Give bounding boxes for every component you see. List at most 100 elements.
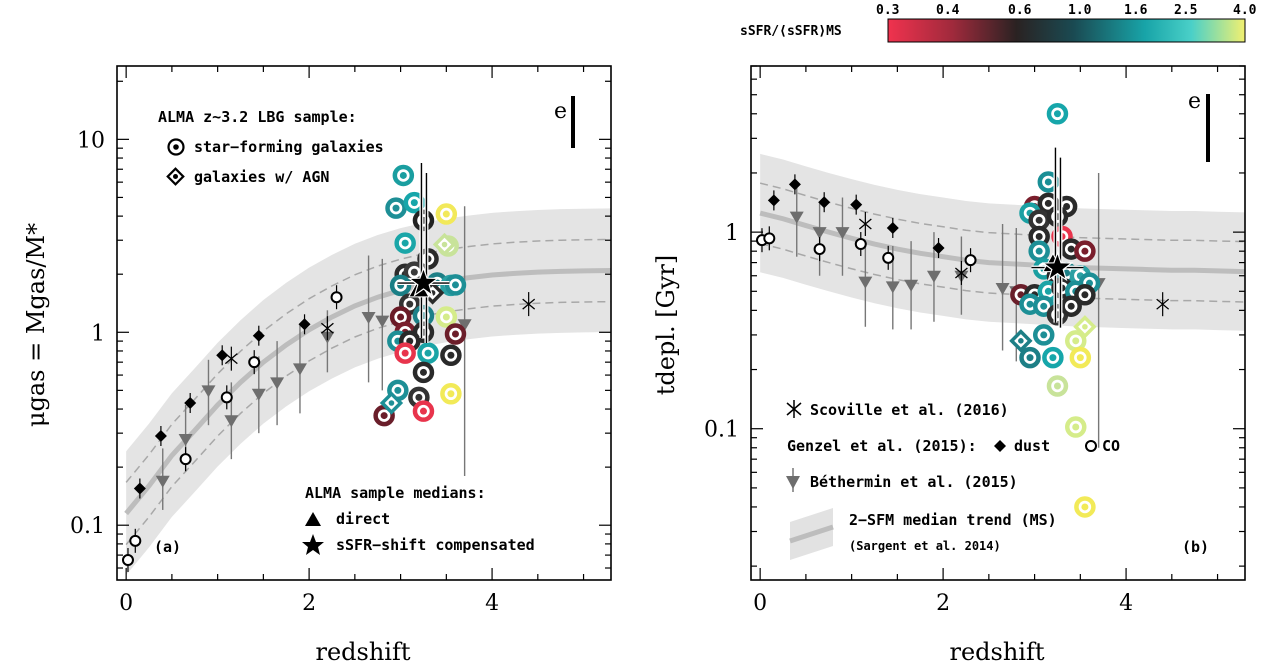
panel-b-axes: 0 2 4 0.1 1 [704, 65, 1246, 616]
panel-a-plot-area [121, 163, 611, 575]
panel-b-lbg-point-core [1035, 233, 1043, 241]
panel-a-genzel-dust-point [154, 429, 167, 442]
panel-a-ylabel: μgas = Mgas/M* [22, 223, 50, 427]
panel-b-genzel-co-point [813, 243, 826, 256]
panel-a-genzel-dust-point [133, 482, 146, 495]
panel-b-legend: Scoville et al. (2016) Genzel et al. (20… [786, 400, 1120, 560]
panel-b-trend-upper [759, 182, 1245, 243]
panel-b-lbg-point-core [1026, 300, 1034, 308]
colorbar-tick: 0.6 [1008, 3, 1032, 18]
panel-a-bethermin-point [375, 315, 390, 328]
panel-a-lbg-point-core [410, 268, 418, 276]
panel-a-lbg-point-core [394, 386, 402, 394]
panel-a-y-tick-label: 0.1 [70, 514, 105, 539]
panel-a-lbg-point-core [401, 239, 409, 247]
panel-b-lbg-point-core [1072, 423, 1080, 431]
panel-b-bethermin-point [812, 227, 827, 240]
panel-b-lbg-point-core [1081, 247, 1089, 255]
panel-b-genzel-dust-point [886, 221, 899, 234]
panel-a-scoville-point [224, 353, 238, 365]
panel-a-lbg-point-core [399, 171, 407, 179]
panel-a-medians-legend: ALMA sample medians: direct sSFR−shift c… [302, 484, 535, 555]
panel-b-genzel-co-point [882, 251, 895, 264]
panel-a-lbg-point-core [442, 313, 450, 321]
panel-a-lbg-point-core [380, 412, 388, 420]
panel-b-bethermin-point [995, 282, 1010, 295]
panel-a-bethermin-point [155, 475, 170, 488]
panel-b-genzel-dust-point [818, 196, 831, 209]
panel-a-genzel-dust-point [216, 349, 229, 362]
panel-a-bethermin-point [270, 377, 285, 390]
panel-a-genzel-co-point [248, 356, 261, 369]
panel-b-frame [750, 65, 1246, 581]
panel-a-lbg-point-core [401, 349, 409, 357]
panel-b-bethermin-point [858, 276, 873, 289]
panel-b-scoville-point [1156, 298, 1170, 310]
legend-title: ALMA z~3.2 LBG sample: [158, 108, 357, 126]
panel-a-genzel-co-point [121, 554, 134, 567]
legend-scoville-label: Scoville et al. (2016) [810, 401, 1009, 419]
colorbar-tick: 0.3 [876, 3, 899, 18]
panel-a-x-tick-label: 4 [485, 591, 499, 616]
legend-dust-marker [994, 440, 1006, 452]
panel-a-bethermin-point [251, 388, 266, 401]
panel-b-bethermin-point [835, 227, 850, 240]
legend-bethermin-marker [786, 468, 800, 492]
panel-a-trend-band [126, 208, 611, 575]
panel-a-bethermin-point [224, 415, 239, 428]
panel-a-lbg-point-core [392, 204, 400, 212]
panel-b-lbg-point-core [1035, 247, 1043, 255]
panel-b-median-shift-star [1041, 250, 1074, 282]
legend-agn-marker [166, 167, 185, 186]
panel-a-label: (a) [154, 538, 181, 556]
panel-b-agn-point-core [1082, 323, 1088, 330]
colorbar-tick: 1.6 [1124, 3, 1148, 18]
panel-b-plot-area [755, 103, 1245, 518]
panel-a-genzel-co-point [220, 391, 233, 404]
panel-a-bethermin-point [178, 433, 193, 446]
legend-sf-label: star−forming galaxies [194, 138, 384, 156]
colorbar-gradient [887, 18, 1246, 43]
panel-a-agn-point-core [441, 241, 448, 248]
panel-b-lbg-point-core [1044, 178, 1052, 186]
colorbar-tick: 2.5 [1174, 3, 1197, 18]
panel-a-clipped [121, 163, 611, 575]
panel-a-genzel-dust-point [184, 396, 197, 409]
legend-co-label: CO [1102, 437, 1120, 455]
panel-b-bethermin-point [926, 270, 941, 283]
legend-sf-marker [167, 138, 185, 156]
legend-trend-label: 2−SFM median trend (MS) [849, 511, 1057, 529]
panel-b-scoville-point [858, 218, 872, 230]
panel-b-genzel-co-point [763, 232, 776, 245]
panel-b-bethermin-point [789, 211, 804, 224]
legend-genzel-label: Genzel et al. (2015): [787, 437, 977, 455]
colorbar-tick: 1.0 [1068, 3, 1092, 18]
panel-b-trend-median [759, 210, 1245, 275]
panel-a-x-tick-label: 2 [302, 591, 316, 616]
panel-a: 0 2 4 0.1 1 10 redshift μgas = Mgas/M* e ALMA… [22, 65, 612, 666]
panel-b-label: (b) [1182, 538, 1209, 556]
panel-a-lbg-point-core [447, 390, 455, 398]
legend-sf-marker-core [173, 144, 179, 150]
panel-a-y-tick-label: 10 [77, 128, 105, 153]
legend-agn-marker-core [173, 174, 178, 179]
legend-trend-ref: (Sargent et al. 2014) [849, 539, 1001, 553]
panel-b: 0 2 4 0.1 1 redshift tdepl. [Gyr] e Scoville… [652, 65, 1246, 666]
panel-a-scoville-point [522, 298, 536, 310]
panel-b-lbg-point-core [1072, 337, 1080, 345]
panel-b-scoville-point [954, 267, 968, 279]
panel-a-bethermin-point [201, 385, 216, 398]
panel-b-error-label: e [1188, 89, 1201, 114]
panel-a-lbg-point-core [451, 330, 459, 338]
panel-a-legend: ALMA z~3.2 LBG sample: star−forming gala… [158, 108, 384, 186]
legend-shift-label: sSFR−shift compensated [336, 536, 535, 554]
panel-b-genzel-co-point [964, 254, 977, 267]
panel-a-lbg-point-core [419, 368, 427, 376]
panel-a-lbg-point-core [442, 210, 450, 218]
legend-triangle-icon [305, 512, 321, 526]
panel-b-lbg-point-core [1067, 302, 1075, 310]
panel-a-bethermin-point [457, 319, 472, 332]
panel-a-genzel-co-point [179, 453, 192, 466]
panel-b-lbg-point-core [1040, 331, 1048, 339]
